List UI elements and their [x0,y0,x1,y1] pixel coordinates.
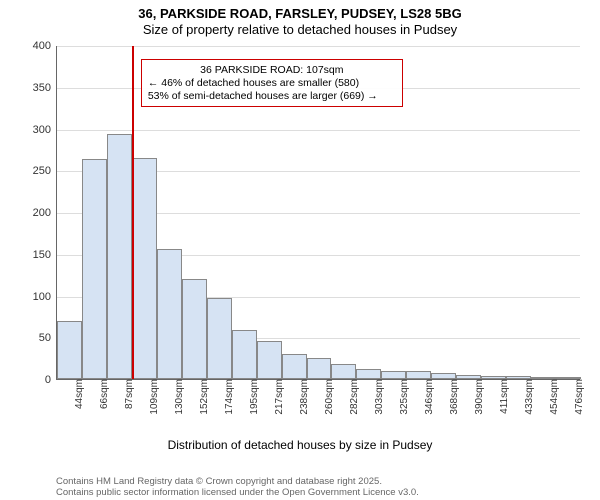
x-tick-label: 152sqm [199,379,210,415]
x-tick-label: 174sqm [224,379,235,415]
histogram-bar [57,321,82,379]
histogram-bar [356,369,381,379]
histogram-bar [282,354,307,379]
x-tick-label: 44sqm [74,379,85,409]
histogram-bar [307,358,332,379]
annotation-line: ← 46% of detached houses are smaller (58… [148,77,396,90]
annotation-line: 36 PARKSIDE ROAD: 107sqm [148,64,396,77]
x-tick-label: 346sqm [424,379,435,415]
y-tick-label: 100 [33,291,57,303]
x-tick-label: 411sqm [499,379,510,414]
annotation-box: 36 PARKSIDE ROAD: 107sqm← 46% of detache… [141,59,403,107]
x-tick-label: 303sqm [374,379,385,415]
y-tick-label: 200 [33,207,57,219]
page-subtitle: Size of property relative to detached ho… [0,22,600,38]
footer-line-2: Contains public sector information licen… [56,488,419,498]
x-tick-label: 433sqm [524,379,535,415]
annotation-line: 53% of semi-detached houses are larger (… [148,90,396,103]
x-tick-label: 454sqm [549,379,560,415]
x-axis-label: Distribution of detached houses by size … [0,438,600,452]
histogram-bar [381,371,406,379]
x-tick-label: 325sqm [399,379,410,415]
footer-line-1: Contains HM Land Registry data © Crown c… [56,477,419,487]
x-tick-label: 282sqm [349,379,360,415]
y-tick-label: 150 [33,249,57,261]
histogram-bar [207,298,232,379]
footer-attribution: Contains HM Land Registry data © Crown c… [56,477,419,498]
x-tick-label: 109sqm [149,379,160,415]
x-tick-label: 260sqm [324,379,335,415]
y-tick-label: 250 [33,165,57,177]
y-tick-label: 350 [33,82,57,94]
histogram-bar [182,279,207,379]
x-tick-label: 66sqm [99,379,110,409]
histogram-bar [157,249,182,379]
x-tick-label: 476sqm [574,379,585,415]
histogram-bar [406,371,431,379]
histogram-bar [82,159,107,379]
x-tick-label: 238sqm [299,379,310,415]
y-tick-label: 300 [33,124,57,136]
histogram-bar [257,341,282,379]
reference-vline [132,46,134,379]
histogram-bar [132,158,157,379]
histogram-bar [331,364,356,379]
x-tick-label: 217sqm [274,379,285,415]
x-tick-label: 195sqm [249,379,260,415]
histogram-bar [232,330,257,379]
x-tick-label: 87sqm [124,379,135,409]
plot-area: 05010015020025030035040044sqm66sqm87sqm1… [56,46,580,380]
page-title: 36, PARKSIDE ROAD, FARSLEY, PUDSEY, LS28… [0,6,600,22]
x-tick-label: 368sqm [449,379,460,415]
x-tick-label: 390sqm [474,379,485,415]
chart-container: Number of detached properties 0501001502… [0,38,600,458]
histogram-bar [107,134,132,379]
y-tick-label: 400 [33,40,57,52]
x-tick-label: 130sqm [174,379,185,415]
y-tick-label: 50 [39,332,57,344]
y-tick-label: 0 [45,374,57,386]
